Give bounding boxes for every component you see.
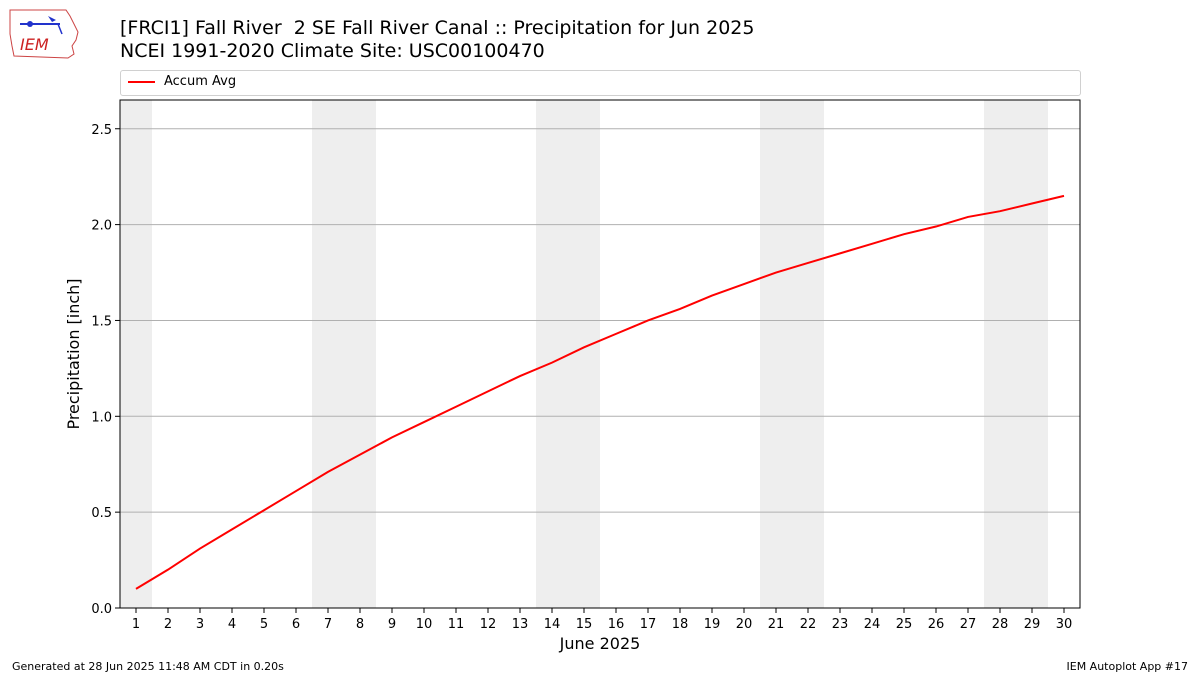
x-tick-label: 28 — [992, 617, 1009, 632]
x-tick-label: 26 — [928, 617, 945, 632]
y-axis-label: Precipitation [inch] — [64, 278, 83, 429]
y-tick-label: 1.0 — [91, 410, 112, 425]
x-tick-label: 22 — [800, 617, 817, 632]
x-tick-label: 19 — [704, 617, 721, 632]
series-layer — [135, 194, 1065, 590]
plot-frame — [119, 99, 1081, 609]
iem-logo: IEM — [8, 6, 80, 60]
x-tick-label: 1 — [132, 617, 140, 632]
weekend-band — [984, 100, 1016, 608]
logo-text: IEM — [20, 35, 49, 54]
weekend-band — [344, 100, 376, 608]
weekend-band — [536, 100, 568, 608]
x-tick-label: 18 — [672, 617, 689, 632]
x-tick-label: 6 — [292, 617, 300, 632]
y-axis-ticks: 0.0 0.5 1.0 1.5 2.0 2.5 — [91, 123, 120, 617]
weekend-band — [760, 100, 792, 608]
x-tick-label: 4 — [228, 617, 236, 632]
x-tick-label: 16 — [608, 617, 625, 632]
x-tick-label: 12 — [480, 617, 497, 632]
iem-iowa-logo-icon: IEM — [9, 9, 79, 59]
x-tick-label: 11 — [448, 617, 465, 632]
x-axis-ticks: 1 2 3 4 5 6 7 8 9 10 11 12 13 14 15 16 17 18 19 20 21 22 23 24 2… — [132, 608, 1072, 632]
x-tick-label: 29 — [1024, 617, 1041, 632]
x-tick-label: 21 — [768, 617, 785, 632]
x-tick-label: 14 — [544, 617, 561, 632]
footer-app: IEM Autoplot App #17 — [1066, 660, 1189, 673]
x-tick-label: 5 — [260, 617, 268, 632]
x-tick-label: 10 — [416, 617, 433, 632]
x-tick-label: 8 — [356, 617, 364, 632]
legend-swatch — [128, 81, 155, 83]
footer-generated: Generated at 28 Jun 2025 11:48 AM CDT in… — [12, 660, 284, 673]
weekend-band — [1016, 100, 1048, 608]
y-tick-label: 1.5 — [91, 314, 112, 329]
weekend-band — [120, 100, 152, 608]
x-tick-label: 7 — [324, 617, 332, 632]
x-tick-label: 9 — [388, 617, 396, 632]
legend-label: Accum Avg — [164, 74, 237, 89]
x-tick-label: 20 — [736, 617, 753, 632]
x-axis-label: June 2025 — [559, 634, 641, 653]
x-tick-label: 27 — [960, 617, 977, 632]
y-tick-label: 2.0 — [91, 219, 112, 234]
weekend-bands — [120, 100, 1048, 608]
x-tick-label: 3 — [196, 617, 204, 632]
x-tick-label: 24 — [864, 617, 881, 632]
y-tick-label: 0.5 — [91, 506, 112, 521]
x-tick-label: 15 — [576, 617, 593, 632]
weekend-band — [312, 100, 344, 608]
x-tick-label: 13 — [512, 617, 529, 632]
chart-title: [FRCI1] Fall River 2 SE Fall River Canal… — [120, 17, 755, 39]
x-tick-label: 30 — [1056, 617, 1073, 632]
legend: Accum Avg — [120, 70, 1081, 96]
x-tick-label: 17 — [640, 617, 657, 632]
x-tick-label: 25 — [896, 617, 913, 632]
x-tick-label: 2 — [164, 617, 172, 632]
chart-subtitle: NCEI 1991-2020 Climate Site: USC00100470 — [120, 40, 545, 62]
weekend-band — [568, 100, 600, 608]
y-tick-label: 2.5 — [91, 123, 112, 138]
x-tick-label: 23 — [832, 617, 849, 632]
weekend-band — [792, 100, 824, 608]
y-tick-label: 0.0 — [91, 602, 112, 617]
series-line — [135, 194, 1065, 590]
